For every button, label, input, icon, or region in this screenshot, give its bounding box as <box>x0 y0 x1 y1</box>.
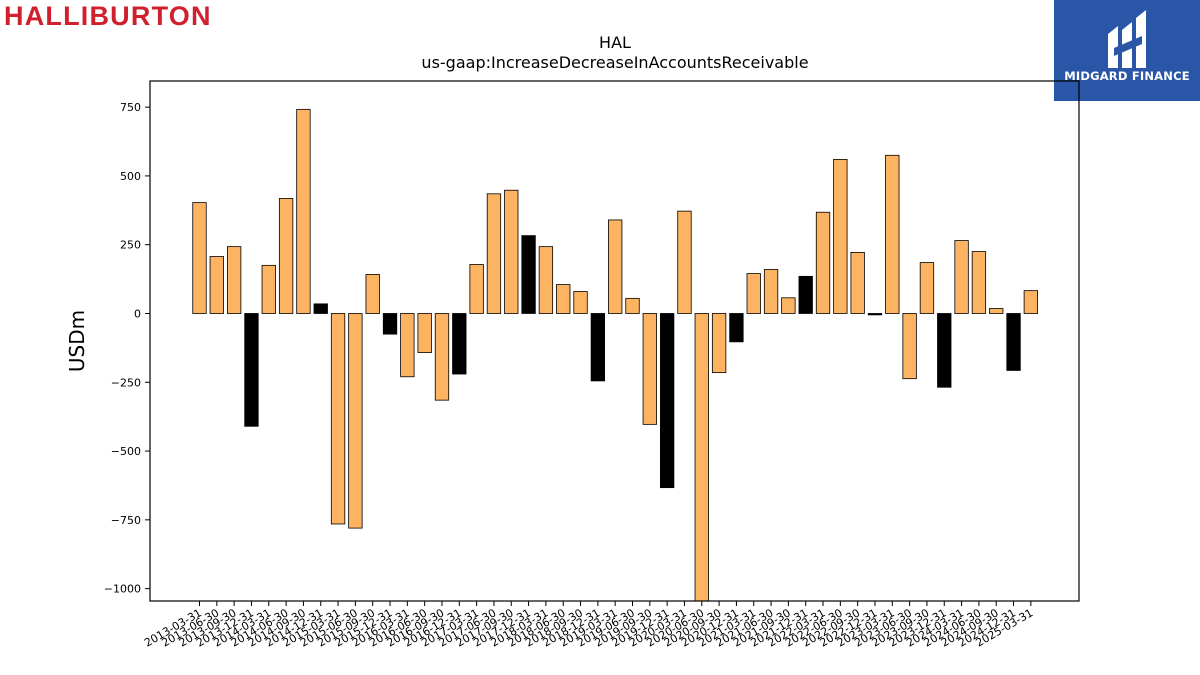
bar-2017-09-30 <box>504 189 519 314</box>
y-tick-label: 750 <box>120 101 141 114</box>
bar-2013-03-31 <box>192 202 207 314</box>
bar-2024-03-31 <box>954 240 969 314</box>
bar-2022-09-30 <box>850 252 865 314</box>
bar-2023-12-31 <box>937 313 952 388</box>
bar-2019-03-31 <box>608 219 623 314</box>
bar-2014-06-30 <box>278 198 294 314</box>
y-axis: 750 500 250 0 −250 −500 −750 −1000 <box>104 101 150 596</box>
bar-2015-03-31 <box>330 313 346 525</box>
chart-title: HAL <box>599 33 631 52</box>
bar-2021-09-30 <box>781 297 796 314</box>
y-tick-label: −1000 <box>104 583 141 596</box>
bar-2013-12-31 <box>244 313 259 427</box>
bar-2015-06-30 <box>348 313 363 529</box>
bar-2018-03-31 <box>538 246 554 314</box>
bar-2023-09-30 <box>919 262 935 314</box>
bar-2022-12-31 <box>867 313 883 316</box>
bar-2020-06-30 <box>694 313 709 602</box>
bar-2013-06-30 <box>209 256 224 314</box>
bar-2019-06-30 <box>625 297 640 314</box>
bar-2018-12-31 <box>590 313 606 382</box>
bar-2024-12-31 <box>1006 313 1021 371</box>
bar-2023-03-31 <box>885 154 900 314</box>
bar-2017-12-31 <box>521 235 536 314</box>
bar-2025-03-31 <box>1023 290 1039 314</box>
bar-2019-12-31 <box>659 313 675 489</box>
bar-2015-09-30 <box>365 274 380 314</box>
bar-2014-03-31 <box>261 264 276 314</box>
bar-2020-03-31 <box>677 210 692 314</box>
bar-2022-06-30 <box>833 159 848 314</box>
halliburton-logo: HALLIBURTON <box>4 1 212 31</box>
bar-2019-09-30 <box>642 313 657 425</box>
bar-2020-09-30 <box>711 313 727 374</box>
bar-2018-09-30 <box>573 291 588 314</box>
y-tick-label: −500 <box>111 445 141 458</box>
bar-2024-09-30 <box>989 308 1004 314</box>
bar-2021-12-31 <box>798 275 813 314</box>
plot-frame <box>149 80 1080 602</box>
bar-2017-06-30 <box>486 193 502 314</box>
x-axis: 2013-03-312013-06-302013-09-302013-12-31… <box>142 601 1035 650</box>
y-tick-label: −750 <box>111 514 141 527</box>
bar-2016-09-30 <box>434 313 450 401</box>
bar-2021-06-30 <box>763 269 779 314</box>
bar-2013-09-30 <box>226 246 242 314</box>
bar-2020-12-31 <box>729 313 744 343</box>
bar-2016-06-30 <box>417 313 432 353</box>
bar-2016-12-31 <box>452 313 467 375</box>
bar-2024-06-30 <box>971 251 987 314</box>
y-tick-label: −250 <box>111 376 141 389</box>
y-tick-label: 0 <box>134 307 141 320</box>
bar-2014-09-30 <box>296 108 311 314</box>
bar-2014-12-31 <box>313 303 328 314</box>
midgard-finance-logo: MIDGARD FINANCE <box>1054 0 1200 101</box>
bar-2021-03-31 <box>746 273 761 314</box>
bars-group <box>192 108 1039 602</box>
bar-2015-12-31 <box>382 313 398 335</box>
bar-2018-06-30 <box>556 284 571 314</box>
midgard-emblem-icon <box>1108 10 1146 68</box>
bar-2023-06-30 <box>902 313 917 380</box>
chart-subtitle: us-gaap:IncreaseDecreaseInAccountsReceiv… <box>421 53 808 72</box>
y-tick-label: 250 <box>120 239 141 252</box>
bar-2022-03-31 <box>815 211 831 314</box>
y-tick-label: 500 <box>120 170 141 183</box>
bar-2017-03-31 <box>469 264 484 314</box>
bar-2016-03-31 <box>400 313 415 378</box>
y-axis-label: USDm <box>65 310 89 372</box>
midgard-finance-text: MIDGARD FINANCE <box>1064 69 1190 83</box>
